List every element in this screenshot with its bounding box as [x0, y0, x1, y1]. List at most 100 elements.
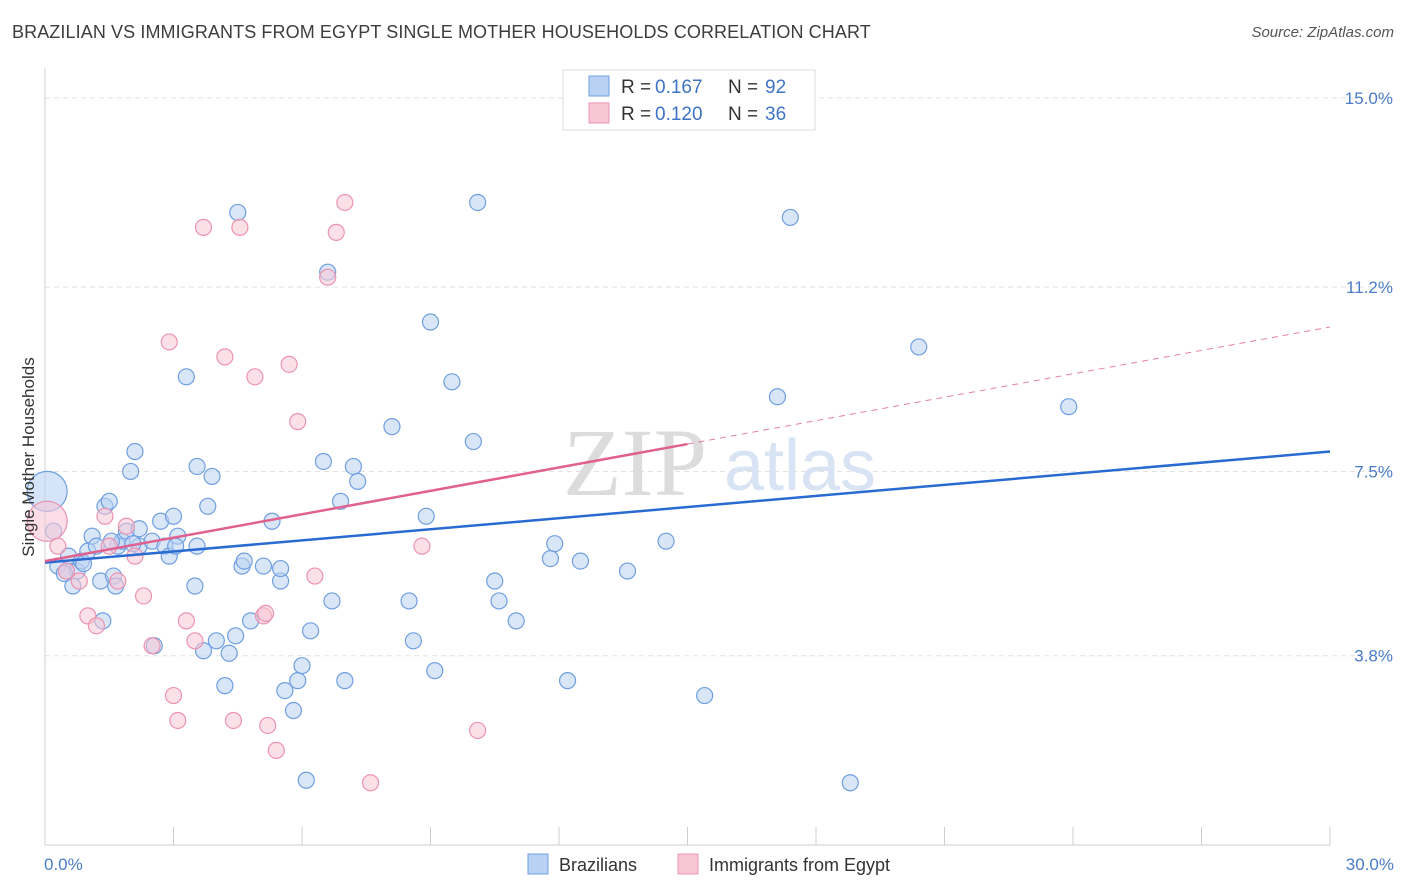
- y-tick-labels: 3.8% 7.5% 11.2% 15.0%: [1345, 89, 1393, 666]
- point-brazilians-54: [336, 672, 354, 690]
- point-egypt-34: [469, 721, 487, 740]
- data-points: [26, 193, 1078, 792]
- point-egypt-35: [256, 604, 275, 622]
- point-egypt-9: [117, 517, 135, 535]
- point-brazilians-72: [571, 552, 590, 570]
- point-brazilians-15: [100, 492, 118, 510]
- point-brazilians-70: [546, 535, 564, 553]
- point-brazilians-68: [507, 612, 525, 630]
- point-brazilians-60: [417, 507, 435, 525]
- point-egypt-6: [96, 507, 114, 525]
- point-brazilians-77: [781, 208, 799, 227]
- point-brazilians-79: [910, 338, 928, 356]
- point-brazilians-30: [186, 577, 204, 595]
- series-legend-swatch-brazilians: [527, 853, 549, 875]
- point-egypt-13: [160, 333, 178, 351]
- point-brazilians-67: [490, 592, 508, 610]
- point-brazilians-56: [349, 472, 367, 491]
- point-egypt-22: [246, 368, 264, 386]
- point-brazilians-58: [400, 592, 418, 610]
- point-egypt-19: [216, 348, 234, 366]
- point-egypt-11: [134, 587, 153, 605]
- point-brazilians-86: [227, 627, 245, 645]
- point-brazilians-76: [768, 388, 787, 406]
- point-egypt-33: [413, 537, 431, 555]
- watermark-atlas: atlas: [724, 426, 876, 506]
- legend-n-value-egypt: 36: [765, 104, 786, 125]
- point-egypt-16: [177, 612, 195, 630]
- point-egypt-32: [361, 774, 380, 792]
- trend-lines: [44, 326, 1331, 564]
- point-brazilians-38: [229, 203, 247, 222]
- point-egypt-0: [26, 500, 68, 542]
- point-brazilians-37: [220, 644, 238, 662]
- point-brazilians-69: [541, 550, 560, 568]
- point-egypt-8: [109, 572, 127, 590]
- point-egypt-20: [224, 711, 243, 730]
- legend-n-label-egypt: N =: [728, 104, 758, 125]
- point-brazilians-73: [618, 562, 637, 580]
- point-brazilians-27: [164, 507, 183, 525]
- point-egypt-27: [289, 413, 307, 431]
- series-legend-label-brazilians: Brazilians: [559, 855, 637, 875]
- point-brazilians-55: [344, 457, 362, 476]
- point-brazilians-31: [188, 457, 206, 476]
- point-brazilians-57: [383, 418, 401, 436]
- legend-r-label-egypt: R =: [621, 104, 651, 125]
- point-egypt-2: [57, 562, 76, 580]
- point-brazilians-44: [276, 681, 294, 700]
- point-brazilians-49: [301, 622, 320, 640]
- point-brazilians-59: [404, 632, 422, 650]
- point-brazilians-52: [323, 592, 341, 610]
- point-brazilians-65: [469, 193, 487, 212]
- legend-r-value-brazilians: 0.167: [655, 77, 703, 98]
- point-egypt-21: [231, 218, 249, 236]
- point-brazilians-61: [421, 313, 440, 331]
- point-egypt-1: [49, 537, 67, 555]
- series-legend-label-egypt: Immigrants from Egypt: [709, 855, 890, 875]
- point-egypt-24: [259, 716, 277, 735]
- point-brazilians-33: [199, 497, 217, 515]
- point-brazilians-47: [293, 657, 311, 675]
- x-tick-label-max: 30.0%: [1346, 855, 1394, 874]
- gridlines: [45, 97, 1390, 657]
- point-egypt-18: [194, 218, 213, 236]
- point-egypt-28: [306, 567, 324, 585]
- point-egypt-30: [327, 223, 345, 241]
- point-brazilians-48: [297, 771, 315, 789]
- point-brazilians-74: [657, 532, 675, 550]
- point-brazilians-85: [188, 537, 206, 555]
- point-brazilians-41: [254, 557, 273, 575]
- series-legend-swatch-egypt: [677, 853, 699, 875]
- point-egypt-7: [100, 537, 118, 555]
- point-brazilians-50: [314, 452, 333, 471]
- legend-n-label-brazilians: N =: [728, 77, 758, 98]
- trend-line-brazilians: [44, 450, 1331, 564]
- point-brazilians-36: [216, 677, 234, 695]
- point-egypt-26: [280, 355, 298, 373]
- point-brazilians-84: [271, 559, 290, 578]
- legend-swatch-egypt: [588, 102, 610, 124]
- point-brazilians-21: [126, 442, 144, 461]
- legend-n-value-brazilians: 92: [765, 77, 786, 98]
- stats-legend: R = 0.167 N = 92 R = 0.120 N = 36: [562, 69, 816, 131]
- trend-line-egypt-extrapolated: [687, 326, 1331, 445]
- point-egypt-31: [336, 193, 354, 212]
- point-brazilians-20: [122, 462, 140, 481]
- point-brazilians-83: [235, 552, 253, 570]
- point-egypt-15: [169, 711, 187, 730]
- point-brazilians-62: [426, 662, 444, 680]
- point-brazilians-29: [177, 368, 195, 386]
- y-axis-label: Single Mother Households: [19, 357, 38, 556]
- y-tick-label-1: 7.5%: [1354, 462, 1393, 481]
- legend-swatch-brazilians: [588, 75, 610, 97]
- point-egypt-17: [186, 632, 204, 650]
- axes: [44, 68, 1331, 846]
- point-egypt-14: [164, 686, 183, 705]
- point-egypt-12: [143, 637, 161, 655]
- point-egypt-29: [319, 268, 337, 286]
- y-tick-label-3: 15.0%: [1345, 89, 1393, 108]
- point-brazilians-80: [1060, 398, 1078, 416]
- trend-line-egypt: [44, 442, 688, 563]
- point-brazilians-75: [696, 686, 714, 705]
